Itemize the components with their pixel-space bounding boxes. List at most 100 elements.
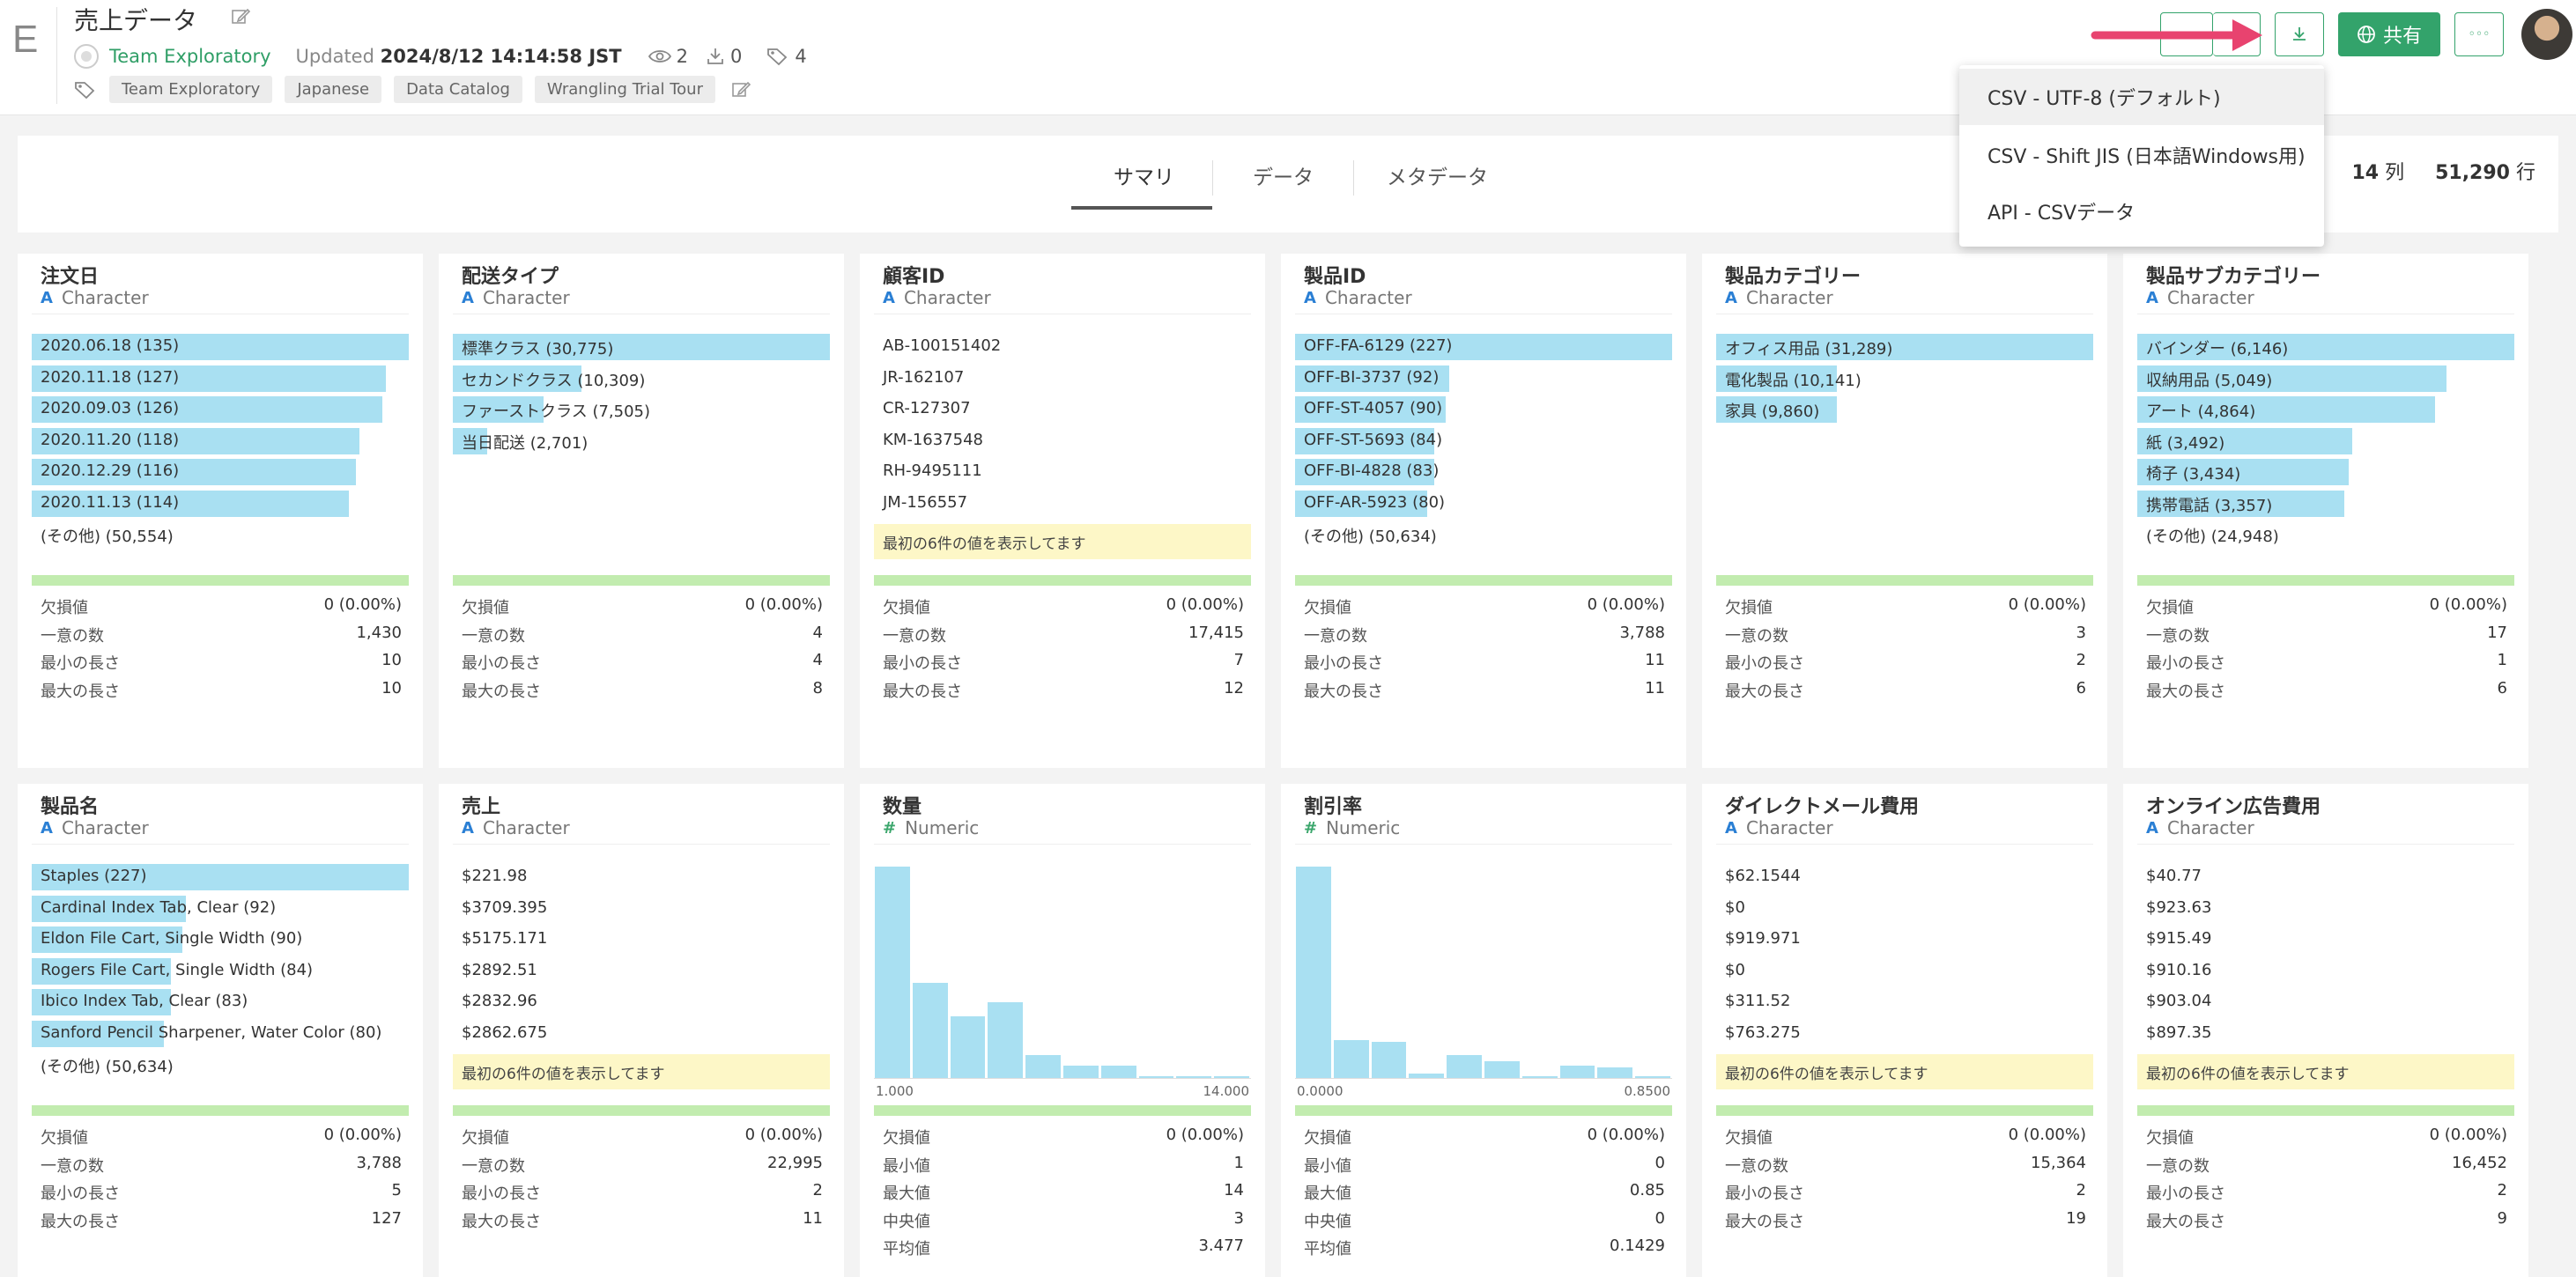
value-bar-row[interactable]: 電化製品 (10,141) (1716, 363, 2093, 393)
histogram-bar[interactable] (1484, 1060, 1520, 1078)
data-quality-bar[interactable] (1295, 1105, 1672, 1116)
data-quality-bar[interactable] (32, 1105, 409, 1116)
value-bar-row[interactable]: OFF-BI-3737 (92) (1295, 363, 1672, 393)
value-bar-row[interactable]: OFF-ST-5693 (84) (1295, 425, 1672, 455)
column-card[interactable]: オンライン広告費用 A Character $40.77 $923.63 $915.49 $… (2123, 784, 2528, 1277)
data-quality-bar[interactable] (2137, 575, 2514, 586)
histogram-bar[interactable] (1100, 1065, 1136, 1078)
histogram-bar[interactable] (1296, 867, 1331, 1078)
column-card[interactable]: 数量 # Numeric 1.000 14.000 欠損値 0 (0.00%) 最小値 1 最大値… (860, 784, 1265, 1277)
value-bar-row[interactable]: バインダー (6,146) (2137, 331, 2514, 361)
histogram-bar[interactable] (1138, 1075, 1174, 1078)
column-card[interactable]: 製品カテゴリー A Character オフィス用品 (31,289) 電化製品 (10… (1702, 254, 2107, 768)
column-card[interactable]: 製品ID A Character OFF-FA-6129 (227) OFF-BI-37… (1281, 254, 1686, 768)
tag-chip[interactable]: Wrangling Trial Tour (534, 76, 715, 103)
data-quality-bar[interactable] (2137, 1105, 2514, 1116)
value-bar-row[interactable]: 携帯電話 (3,357) (2137, 488, 2514, 518)
histogram-bar[interactable] (1063, 1065, 1099, 1078)
edit-title-icon[interactable] (231, 7, 250, 26)
tag-chip[interactable]: Data Catalog (394, 76, 522, 103)
action-button-2[interactable] (2213, 12, 2261, 56)
data-quality-bar[interactable] (453, 1105, 830, 1116)
stat-label: 一意の数 (1304, 626, 1367, 646)
value-bar-row[interactable]: 収納用品 (5,049) (2137, 363, 2514, 393)
value-bar-row[interactable]: 2020.06.18 (135) (32, 331, 409, 361)
value-bar-row[interactable]: 2020.12.29 (116) (32, 456, 409, 486)
histogram-bar[interactable] (1176, 1075, 1212, 1078)
value-bar-row[interactable]: アート (4,864) (2137, 394, 2514, 424)
histogram-bar[interactable] (1597, 1067, 1633, 1078)
histogram-bar[interactable] (1559, 1065, 1595, 1078)
column-card[interactable]: 割引率 # Numeric 0.0000 0.8500 欠損値 0 (0.00%) 最小値 0 最… (1281, 784, 1686, 1277)
value-bar-row[interactable]: 標準クラス (30,775) (453, 331, 830, 361)
histogram-bar[interactable] (1333, 1039, 1369, 1078)
histogram-bar[interactable] (912, 983, 948, 1078)
histogram-bar[interactable] (1447, 1054, 1482, 1078)
data-quality-bar[interactable] (1295, 575, 1672, 586)
column-card[interactable]: 配送タイプ A Character 標準クラス (30,775) セカンドクラス (10… (439, 254, 844, 768)
data-quality-bar[interactable] (874, 575, 1251, 586)
histogram-bar[interactable] (1635, 1075, 1670, 1078)
edit-tags-icon[interactable] (731, 80, 751, 100)
histogram-bar[interactable] (950, 1016, 986, 1078)
action-button-1[interactable] (2160, 12, 2213, 56)
tag-chip[interactable]: Japanese (285, 76, 382, 103)
column-card[interactable]: ダイレクトメール費用 A Character $62.1544 $0 $919.971 $0… (1702, 784, 2107, 1277)
value-bar-row[interactable]: Staples (227) (32, 861, 409, 891)
value-bar-row[interactable]: 2020.11.13 (114) (32, 488, 409, 518)
value-bar-row[interactable]: セカンドクラス (10,309) (453, 363, 830, 393)
tab-metadata[interactable]: メタデータ (1387, 166, 1488, 189)
tag-chip[interactable]: Team Exploratory (109, 76, 273, 103)
value-bar-row[interactable]: Rogers File Cart, Single Width (84) (32, 956, 409, 985)
value-bar-row[interactable]: 2020.11.20 (118) (32, 425, 409, 455)
team-link[interactable]: Team Exploratory (109, 46, 271, 67)
column-card[interactable]: 製品名 A Character Staples (227) Cardinal Index… (18, 784, 423, 1277)
app-logo[interactable]: E (12, 18, 39, 61)
sample-note: 最初の6件の値を表示してます (874, 524, 1251, 559)
tab-summary[interactable]: サマリ (1114, 166, 1174, 189)
share-button[interactable]: 共有 (2338, 12, 2440, 56)
histogram-bar[interactable] (1025, 1054, 1061, 1078)
value-bar-row[interactable]: OFF-ST-4057 (90) (1295, 394, 1672, 424)
value-bar-row[interactable]: 2020.11.18 (127) (32, 363, 409, 393)
value-bar-row[interactable]: OFF-FA-6129 (227) (1295, 331, 1672, 361)
value-bar-row[interactable]: Cardinal Index Tab, Clear (92) (32, 893, 409, 923)
value-bar-row[interactable]: Eldon File Cart, Single Width (90) (32, 924, 409, 954)
value-bar-row[interactable]: ファーストクラス (7,505) (453, 394, 830, 424)
column-card[interactable]: 製品サブカテゴリー A Character バインダー (6,146) 収納用品 (5,… (2123, 254, 2528, 768)
histogram-bar[interactable] (1521, 1076, 1558, 1078)
tab-data[interactable]: データ (1253, 166, 1314, 189)
user-avatar[interactable] (2521, 9, 2572, 60)
histogram-bar[interactable] (875, 867, 910, 1078)
value-bar-row[interactable]: 椅子 (3,434) (2137, 456, 2514, 486)
histogram-bar[interactable] (988, 1001, 1024, 1078)
value-bar-row[interactable]: オフィス用品 (31,289) (1716, 331, 2093, 361)
value-bar (2137, 396, 2436, 423)
data-quality-bar[interactable] (453, 575, 830, 586)
value-bar-row[interactable]: 紙 (3,492) (2137, 425, 2514, 455)
histogram-bar[interactable] (1214, 1075, 1249, 1078)
value-bar-row[interactable]: 当日配送 (2,701) (453, 425, 830, 455)
column-name: 製品ID (1304, 266, 1366, 288)
value-bar-row[interactable]: Sanford Pencil Sharpener, Water Color (8… (32, 1018, 409, 1048)
value-bar-row[interactable]: 家具 (9,860) (1716, 394, 2093, 424)
sample-value: $903.04 (2146, 992, 2212, 1010)
value-bar-row[interactable]: OFF-BI-4828 (83) (1295, 456, 1672, 486)
value-bar-row[interactable]: Ibico Index Tab, Clear (83) (32, 986, 409, 1016)
column-card[interactable]: 注文日 A Character 2020.06.18 (135) 2020.11.18 … (18, 254, 423, 768)
value-bar-row[interactable]: 2020.09.03 (126) (32, 394, 409, 424)
data-quality-bar[interactable] (874, 1105, 1251, 1116)
menu-item-api-csv[interactable]: API - CSVデータ (1988, 203, 2136, 225)
menu-item-csv-utf8[interactable]: CSV - UTF-8 (デフォルト) (1959, 69, 2324, 125)
histogram-bar[interactable] (1409, 1074, 1445, 1078)
data-quality-bar[interactable] (32, 575, 409, 586)
column-card[interactable]: 顧客ID A Character AB-100151402 JR-162107 CR-12… (860, 254, 1265, 768)
download-button[interactable] (2275, 12, 2324, 56)
data-quality-bar[interactable] (1716, 575, 2093, 586)
value-bar-row[interactable]: OFF-AR-5923 (80) (1295, 488, 1672, 518)
histogram-bar[interactable] (1371, 1042, 1407, 1078)
column-card[interactable]: 売上 A Character $221.98 $3709.395 $5175.171 $28… (439, 784, 844, 1277)
data-quality-bar[interactable] (1716, 1105, 2093, 1116)
menu-item-csv-shiftjis[interactable]: CSV - Shift JIS (日本語Windows用) (1988, 146, 2306, 168)
more-button[interactable]: ◦◦◦ (2454, 12, 2504, 56)
